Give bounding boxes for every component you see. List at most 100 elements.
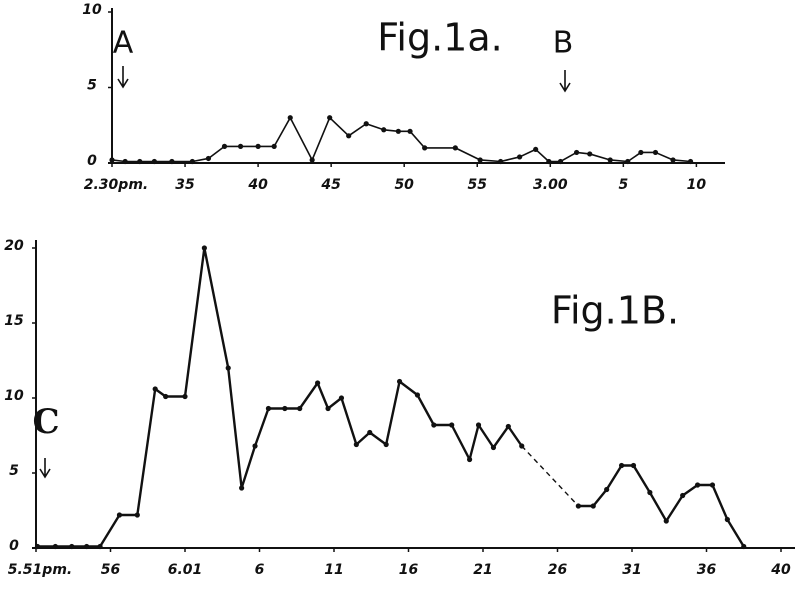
data-point <box>694 482 701 488</box>
data-point <box>449 422 455 428</box>
data-point <box>137 158 143 165</box>
chart-title: Fig.1B. <box>551 289 679 333</box>
data-point <box>741 543 747 550</box>
annotation-arrow <box>117 66 129 89</box>
data-point <box>466 456 473 463</box>
data-point <box>255 143 261 149</box>
data-point <box>431 422 437 428</box>
y-tick-label: 10 <box>82 2 102 18</box>
data-point <box>663 518 669 524</box>
data-point <box>239 485 245 491</box>
data-point <box>590 503 596 509</box>
data-point <box>652 149 659 156</box>
data-point <box>490 444 497 451</box>
data-point <box>271 143 277 149</box>
annotation: B <box>553 26 574 61</box>
data-point <box>205 155 212 162</box>
data-point <box>52 543 58 550</box>
data-point <box>252 443 258 449</box>
data-point <box>557 158 564 165</box>
data-point <box>325 405 331 412</box>
data-point <box>630 462 637 469</box>
data-point <box>327 115 333 121</box>
data-point <box>625 158 631 165</box>
data-point <box>498 158 504 165</box>
x-tick-label: 26 <box>548 562 568 578</box>
data-point <box>237 143 244 149</box>
data-point <box>638 149 644 156</box>
data-line <box>111 116 691 163</box>
chart-title: Fig.1a. <box>377 16 502 60</box>
data-point <box>353 441 359 448</box>
x-tick-label: 50 <box>394 177 414 193</box>
data-point <box>604 486 610 493</box>
data-point <box>618 462 625 469</box>
x-tick-label: 35 <box>175 177 195 193</box>
data-line <box>578 464 745 548</box>
data-point <box>533 146 539 153</box>
annotation-arrow <box>559 70 571 93</box>
data-point <box>169 158 175 165</box>
x-tick-label: 45 <box>320 177 341 193</box>
x-tick-label: 21 <box>473 562 492 578</box>
data-point <box>109 157 115 163</box>
x-tick-label: 5 <box>618 177 628 193</box>
x-tick-label: 40 <box>247 177 268 193</box>
data-point <box>34 543 41 550</box>
x-tick-label: 10 <box>687 177 707 193</box>
x-tick-label: 11 <box>324 562 343 578</box>
data-point <box>546 158 552 165</box>
data-point <box>84 543 90 550</box>
y-tick-label: 0 <box>87 153 97 169</box>
x-tick-label: 2.30pm. <box>84 177 148 193</box>
data-point <box>189 158 195 165</box>
data-point <box>573 149 580 156</box>
data-point <box>724 516 730 523</box>
data-point <box>383 441 389 448</box>
data-point <box>670 157 676 163</box>
data-point <box>134 512 140 518</box>
data-point <box>282 405 288 412</box>
data-point <box>680 492 686 499</box>
y-tick-label: 10 <box>4 388 24 404</box>
data-point <box>182 393 188 400</box>
data-point <box>315 380 321 386</box>
annotation: A <box>113 26 134 61</box>
data-line-dashed <box>521 445 579 507</box>
data-line <box>37 246 523 548</box>
data-point <box>201 245 207 251</box>
data-point <box>517 154 523 160</box>
x-tick-label: 55 <box>468 177 488 193</box>
data-point <box>519 443 525 449</box>
y-tick-label: 5 <box>87 78 97 94</box>
data-point <box>475 422 482 428</box>
data-point <box>396 378 403 385</box>
y-tick-label: 5 <box>9 463 19 479</box>
x-tick-label: 6.01 <box>168 562 203 578</box>
data-point <box>116 512 123 518</box>
data-point <box>607 157 613 163</box>
y-tick-label: 20 <box>4 238 24 254</box>
data-point <box>122 158 128 165</box>
data-point <box>414 392 421 398</box>
y-tick-label: 0 <box>9 538 19 554</box>
y-tick-label: 15 <box>4 313 24 329</box>
data-point <box>363 121 369 127</box>
data-point <box>152 386 158 392</box>
x-tick-label: 6 <box>255 562 265 578</box>
data-point <box>287 115 293 121</box>
data-point <box>265 405 272 412</box>
data-point <box>709 482 716 488</box>
x-tick-label: 40 <box>770 562 791 578</box>
data-point <box>477 157 483 163</box>
data-point <box>297 405 303 412</box>
x-tick-label: 16 <box>399 562 419 578</box>
data-point <box>97 543 103 550</box>
data-point <box>221 143 228 149</box>
x-tick-label: 56 <box>101 562 121 578</box>
data-point <box>647 489 653 496</box>
x-tick-label: 31 <box>622 562 641 578</box>
data-point <box>163 393 169 400</box>
data-point <box>687 158 694 165</box>
